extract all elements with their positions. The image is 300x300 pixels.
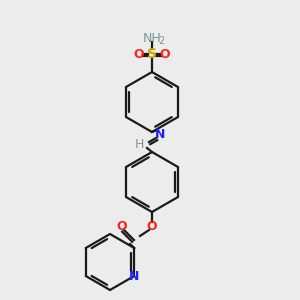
Text: O: O <box>147 220 157 232</box>
Text: S: S <box>147 47 157 61</box>
Text: 2: 2 <box>158 36 164 46</box>
Text: H: H <box>134 137 144 151</box>
Text: O: O <box>134 47 144 61</box>
Text: NH: NH <box>142 32 161 44</box>
Text: O: O <box>160 47 170 61</box>
Text: O: O <box>117 220 127 233</box>
Text: N: N <box>129 269 140 283</box>
Text: N: N <box>155 128 165 140</box>
